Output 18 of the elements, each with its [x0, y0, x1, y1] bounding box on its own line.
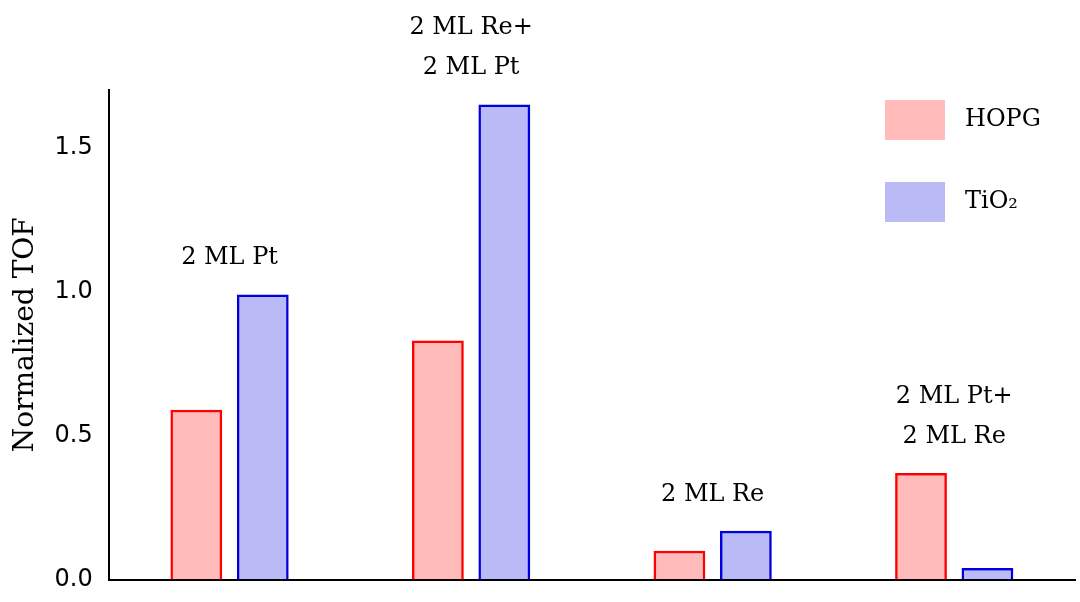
bar — [653, 550, 706, 580]
y-tick-label: 1.0 — [54, 275, 93, 304]
bar — [236, 294, 289, 580]
bar — [170, 409, 223, 580]
legend-label: TiO₂ — [965, 186, 1018, 215]
y-tick-label: 1.5 — [54, 131, 93, 160]
bar — [478, 104, 531, 580]
bar — [895, 473, 947, 580]
x-tick-label: 2 ML Re — [661, 478, 765, 507]
y-axis-title: Normalized TOF — [7, 217, 41, 453]
bar — [411, 340, 464, 580]
y-tick-label: 0.0 — [54, 563, 93, 592]
legend-label: HOPG — [965, 104, 1041, 133]
x-tick-label: 2 ML Re+ 2 ML Pt — [409, 12, 533, 81]
bar — [719, 530, 772, 580]
y-tick-label: 0.5 — [54, 419, 93, 448]
x-tick-label: 2 ML Pt — [181, 242, 279, 271]
x-tick-label: 2 ML Pt+ 2 ML Re — [895, 381, 1013, 450]
